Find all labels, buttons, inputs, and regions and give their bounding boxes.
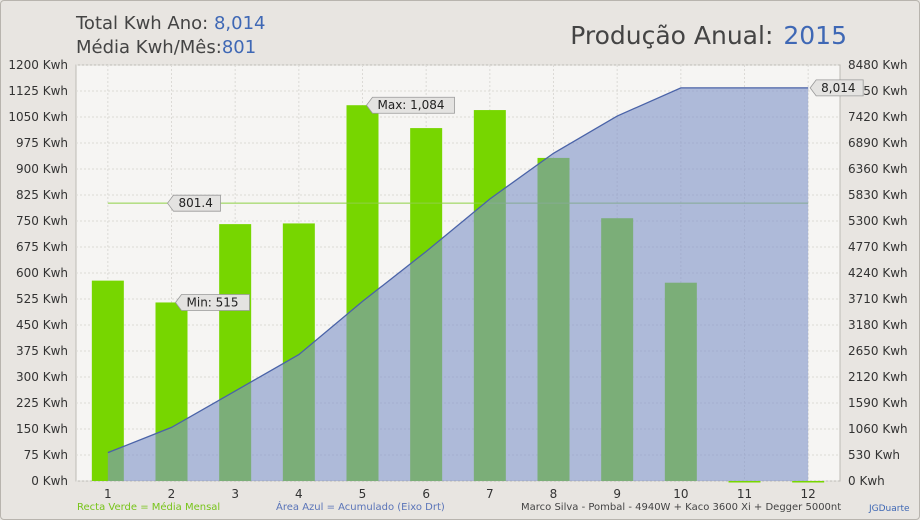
max-annotation: Max: 1,084 [378,98,445,112]
chart-title: Produção Anual: 2015 [570,21,847,50]
left-axis-tick-label: 525 Kwh [16,292,68,306]
x-axis-tick-label: 2 [168,487,176,501]
right-axis-tick-label: 2120 Kwh [848,370,908,384]
right-axis-tick-label: 1590 Kwh [848,396,908,410]
system-description: Marco Silva - Pombal - 4940W + Kaco 3600… [521,502,842,513]
right-axis-tick-label: 2650 Kwh [848,344,908,358]
left-axis-tick-label: 0 Kwh [31,474,68,488]
right-axis-tick-label: 0 Kwh [848,474,885,488]
right-axis-tick-label: 5300 Kwh [848,214,908,228]
left-axis-tick-label: 450 Kwh [16,318,68,332]
production-bar [728,481,761,483]
total-annotation: 8,014 [821,81,855,95]
legend-blue-note: Área Azul = Acumulado (Eixo Drt) [276,502,445,513]
x-axis-tick-label: 4 [295,487,303,501]
x-axis-tick-label: 11 [737,487,752,501]
right-axis-tick-label: 3180 Kwh [848,318,908,332]
left-axis-tick-label: 675 Kwh [16,240,68,254]
total-kwh-label: Total Kwh Ano: [76,13,209,34]
right-axis-tick-label: 3710 Kwh [848,292,908,306]
media-kwh-label: Média Kwh/Mês: [76,37,222,58]
left-axis-tick-label: 975 Kwh [16,136,68,150]
cumulative-area [107,87,809,481]
left-axis-tick-label: 825 Kwh [16,188,68,202]
left-axis-tick-label: 750 Kwh [16,214,68,228]
left-axis-tick-label: 900 Kwh [16,162,68,176]
left-axis-tick-label: 225 Kwh [16,396,68,410]
right-axis-tick-label: 1060 Kwh [848,422,908,436]
chart-title-label: Produção Anual: [570,21,774,50]
min-annotation-box [175,294,250,311]
average-annotation: 801.4 [179,196,213,210]
right-axis-tick-label: 6360 Kwh [848,162,908,176]
x-axis-tick-label: 1 [104,487,112,501]
left-axis-tick-label: 1200 Kwh [8,58,68,72]
x-axis-tick-label: 12 [801,487,816,501]
max-annotation-box [365,96,455,114]
min-annotation: Min: 515 [187,295,239,309]
x-axis-tick-label: 8 [550,487,558,501]
production-bar [91,280,124,481]
left-axis-tick-label: 1125 Kwh [8,84,68,98]
left-axis-tick-label: 600 Kwh [16,266,68,280]
total-annotation-box [809,79,864,97]
right-axis-tick-label: 7420 Kwh [848,110,908,124]
total-kwh-value: 8,014 [213,13,266,34]
right-axis-tick-label: 530 Kwh [848,448,900,462]
x-axis-tick-label: 10 [673,487,688,501]
x-axis-tick-label: 5 [359,487,367,501]
chart-title-year: 2015 [783,21,847,50]
left-axis-tick-label: 150 Kwh [16,422,68,436]
media-kwh-value: 801 [221,37,257,58]
media-kwh-summary: Média Kwh/Mês:801 [76,37,256,58]
right-axis-tick-label: 6890 Kwh [848,136,908,150]
left-axis-tick-label: 300 Kwh [16,370,68,384]
author-credit: JGDuarte [869,504,910,514]
x-axis-tick-label: 3 [231,487,239,501]
right-axis-tick-label: 4240 Kwh [848,266,908,280]
left-axis-tick-label: 375 Kwh [16,344,68,358]
cumulative-line [107,87,809,454]
right-axis-tick-label: 5830 Kwh [848,188,908,202]
average-annotation-box [167,194,221,212]
production-bar [792,481,825,483]
x-axis-tick-label: 6 [422,487,430,501]
legend-green-note: Recta Verde = Média Mensal [77,502,221,513]
total-kwh-summary: Total Kwh Ano: 8,014 [76,13,265,34]
x-axis-tick-label: 7 [486,487,494,501]
right-axis-tick-label: 4770 Kwh [848,240,908,254]
left-axis-tick-label: 75 Kwh [24,448,68,462]
left-axis-tick-label: 1050 Kwh [8,110,68,124]
right-axis-tick-label: 8480 Kwh [848,58,908,72]
x-axis-tick-label: 9 [613,487,621,501]
